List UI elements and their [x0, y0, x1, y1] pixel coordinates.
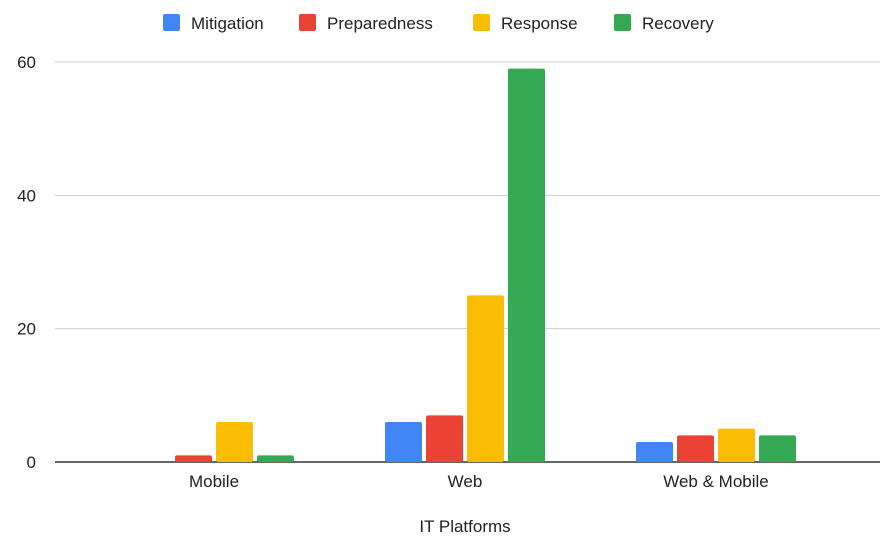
bar-preparedness-web — [426, 415, 463, 462]
legend-label: Mitigation — [191, 14, 264, 33]
bar-preparedness-mobile — [175, 455, 212, 462]
y-tick-label: 0 — [27, 453, 36, 472]
bar-mitigation-web — [385, 422, 422, 462]
x-tick-label: Web — [448, 472, 483, 491]
legend-swatch — [614, 14, 631, 31]
legend-swatch — [473, 14, 490, 31]
bar-recovery-mobile — [257, 455, 294, 462]
bar-recovery-web — [508, 68, 545, 463]
y-tick-label: 40 — [17, 186, 36, 205]
bars — [175, 68, 796, 463]
x-tick-label: Web & Mobile — [663, 472, 769, 491]
legend-swatch — [163, 14, 180, 31]
bar-preparedness-web-mobile — [677, 435, 714, 462]
bar-response-web-mobile — [718, 428, 755, 462]
legend-label: Recovery — [642, 14, 714, 33]
bar-mitigation-web-mobile — [636, 442, 673, 462]
y-tick-label: 60 — [17, 53, 36, 72]
bar-response-web — [467, 295, 504, 462]
bar-recovery-web-mobile — [759, 435, 796, 462]
y-axis-ticks: 0 20 40 60 — [17, 53, 36, 472]
legend: Mitigation Preparedness Response Recovery — [163, 14, 714, 33]
legend-swatch — [299, 14, 316, 31]
legend-label: Preparedness — [327, 14, 433, 33]
y-tick-label: 20 — [17, 320, 36, 339]
bar-response-mobile — [216, 422, 253, 462]
legend-label: Response — [501, 14, 578, 33]
x-axis-title: IT Platforms — [419, 517, 510, 536]
x-axis-ticks: Mobile Web Web & Mobile — [189, 472, 769, 491]
x-tick-label: Mobile — [189, 472, 239, 491]
